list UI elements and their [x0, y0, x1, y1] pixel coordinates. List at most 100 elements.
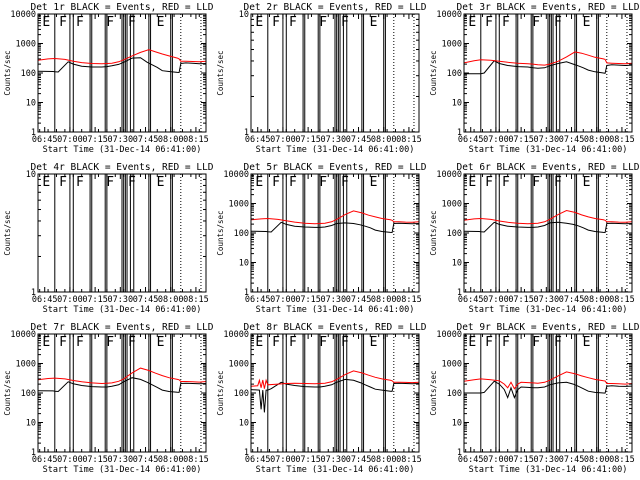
x-tick-label: 07:00: [483, 135, 509, 145]
x-tick-label: 08:00: [158, 135, 184, 145]
x-tick-label: 06:45: [32, 455, 58, 465]
flag-label: E: [370, 15, 378, 30]
x-tick-label: 08:15: [609, 135, 635, 145]
panel-title: Det 7r BLACK = Events, RED = LLD: [30, 322, 213, 333]
x-tick-label: 08:15: [396, 135, 422, 145]
y-tick-label: 10: [239, 259, 249, 269]
panel-det-8: Det 8r BLACK = Events, RED = LLD Counts/s…: [216, 322, 427, 475]
panel-det-6: Det 6r BLACK = Events, RED = LLD Counts/s…: [429, 162, 640, 315]
x-tick-label: 07:45: [346, 455, 372, 465]
x-tick-label: 07:30: [108, 455, 134, 465]
x-tick-label: 07:45: [559, 455, 585, 465]
flag-label: F: [106, 15, 114, 30]
plot-frame: [463, 333, 633, 453]
flag-label: E: [468, 15, 476, 30]
events-series-line: [250, 378, 420, 413]
y-tick-label: 10000: [436, 330, 462, 340]
y-tick-label: 10000: [223, 330, 249, 340]
flag-label: E: [42, 175, 50, 190]
x-tick-label: 06:45: [245, 295, 271, 305]
y-tick-label: 1: [31, 128, 36, 138]
panel-title: Det 6r BLACK = Events, RED = LLD: [456, 162, 639, 173]
x-tick-label: 08:00: [158, 455, 184, 465]
lld-series-line: [463, 209, 633, 225]
x-axis-label: Start Time (31-Dec-14 06:41:00): [469, 145, 628, 155]
x-tick-label: 07:00: [483, 295, 509, 305]
x-tick-label: 07:30: [108, 135, 134, 145]
flag-label: E: [42, 335, 50, 350]
flag-label: F: [485, 175, 493, 190]
panel-title: Det 5r BLACK = Events, RED = LLD: [243, 162, 426, 173]
flag-label: E: [255, 175, 263, 190]
y-axis-label: Counts/sec: [216, 370, 225, 415]
panel-title: Det 1r BLACK = Events, RED = LLD: [30, 2, 213, 13]
plot-frame: [250, 13, 420, 133]
flag-label: E: [255, 15, 263, 30]
y-axis-label: Counts/sec: [216, 210, 225, 255]
plot-frame: [250, 333, 420, 453]
y-axis-label: Counts/sec: [3, 50, 12, 95]
x-tick-label: 07:30: [108, 295, 134, 305]
plot-frame: [37, 333, 207, 453]
y-axis-label: Counts/sec: [3, 370, 12, 415]
flag-label: F: [502, 335, 510, 350]
y-axis-label: Counts/sec: [429, 370, 438, 415]
x-tick-label: 07:30: [534, 135, 560, 145]
x-tick-label: 08:00: [584, 295, 610, 305]
panel-det-4: Det 4r BLACK = Events, RED = LLD Counts/s…: [3, 162, 214, 315]
flag-label: F: [106, 175, 114, 190]
x-tick-label: 07:15: [295, 455, 321, 465]
events-series-line: [464, 60, 633, 75]
y-tick-label: 1: [457, 288, 462, 298]
y-tick-label: 1000: [442, 200, 462, 210]
flag-label: F: [76, 335, 84, 350]
x-tick-label: 07:45: [559, 135, 585, 145]
y-tick-label: 1000: [442, 40, 462, 50]
x-tick-label: 07:00: [270, 135, 296, 145]
x-tick-label: 07:00: [57, 135, 83, 145]
flag-label: F: [502, 15, 510, 30]
panel-det-7: Det 7r BLACK = Events, RED = LLD Counts/s…: [3, 322, 214, 475]
y-tick-label: 100: [21, 69, 36, 79]
y-tick-label: 100: [447, 69, 462, 79]
flag-label: F: [128, 175, 136, 190]
y-axis-label: Counts/sec: [429, 210, 438, 255]
x-tick-label: 08:15: [609, 295, 635, 305]
y-tick-label: 1: [31, 288, 36, 298]
y-tick-label: 10: [26, 419, 36, 429]
panel-title: Det 2r BLACK = Events, RED = LLD: [243, 2, 426, 13]
x-tick-label: 06:45: [245, 455, 271, 465]
flag-label: F: [76, 15, 84, 30]
y-tick-label: 10: [452, 99, 462, 109]
events-series-line: [37, 57, 207, 74]
flag-label: F: [272, 175, 280, 190]
y-tick-label: 10000: [436, 10, 462, 20]
plot-frame: [37, 173, 207, 293]
flag-label: E: [583, 15, 591, 30]
flag-label: E: [468, 335, 476, 350]
y-tick-label: 1: [244, 128, 249, 138]
plot-frame: [37, 13, 207, 133]
x-tick-label: 07:30: [321, 295, 347, 305]
flag-label: F: [128, 15, 136, 30]
y-tick-label: 10: [239, 419, 249, 429]
y-tick-label: 10: [239, 10, 249, 20]
y-tick-label: 10000: [436, 170, 462, 180]
flag-label: F: [272, 335, 280, 350]
y-tick-label: 1000: [442, 360, 462, 370]
x-tick-label: 08:00: [371, 135, 397, 145]
y-tick-label: 1: [457, 448, 462, 458]
x-axis-label: Start Time (31-Dec-14 06:41:00): [256, 465, 415, 475]
y-tick-label: 1000: [16, 360, 36, 370]
flag-label: F: [76, 175, 84, 190]
events-series-line: [463, 221, 633, 234]
x-tick-label: 07:30: [534, 455, 560, 465]
flag-label: F: [532, 15, 540, 30]
x-tick-label: 07:15: [508, 135, 534, 145]
x-tick-label: 06:45: [458, 455, 484, 465]
plot-frame: [463, 173, 633, 293]
lld-series-line: [250, 370, 420, 389]
x-tick-label: 06:45: [245, 135, 271, 145]
x-tick-label: 07:15: [82, 295, 108, 305]
x-tick-label: 08:00: [371, 295, 397, 305]
